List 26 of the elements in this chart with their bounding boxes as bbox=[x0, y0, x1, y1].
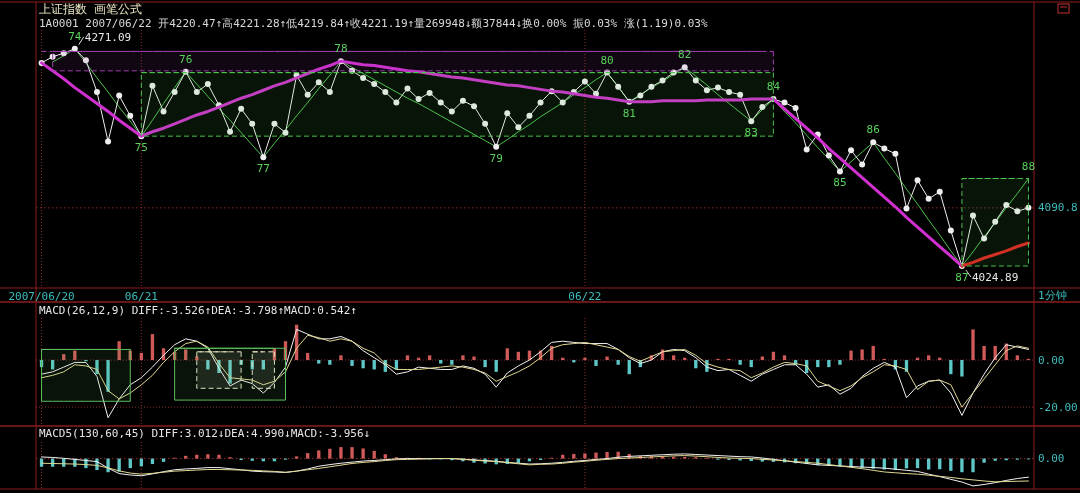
annotation: 84 bbox=[766, 80, 781, 94]
data-label: 4024.89 bbox=[971, 271, 1019, 285]
annotation: 87 bbox=[955, 271, 969, 285]
annotation: 82 bbox=[678, 48, 692, 62]
annotation: 80 bbox=[600, 53, 614, 67]
annotation: 83 bbox=[744, 126, 758, 140]
annotation: 86 bbox=[866, 123, 880, 137]
ref-line-label: 4090.8 bbox=[1038, 201, 1078, 215]
annotation: 79 bbox=[489, 151, 503, 165]
annotation: 81 bbox=[622, 106, 636, 120]
chart-title: MACD5(130,60,45) DIFF:3.012↓DEA:4.990↓MACD:-3.956↓ bbox=[39, 427, 371, 440]
x-tick-label: 06/22 bbox=[568, 289, 602, 303]
y-tick-label: -20.00 bbox=[1038, 400, 1078, 414]
annotation: 76 bbox=[179, 52, 193, 66]
x-tick-label: 06/21 bbox=[124, 289, 158, 303]
chart-title: MACD(26,12,9) DIFF:-3.526↑DEA:-3.798↑MACD:0.542↑ bbox=[39, 304, 357, 317]
text: 1分钟 bbox=[1038, 289, 1067, 302]
x-tick-label: 2007/06/20 bbox=[8, 289, 75, 303]
annotation: 85 bbox=[833, 176, 847, 190]
chart-subtitle: 1A0001 2007/06/22 开4220.47↑高4221.28↑低4219.84↑收4221.19↑量269948↓额37844↓换0.00% 振0.03% 涨(1.19)0.03% bbox=[39, 17, 708, 30]
annotation: 75 bbox=[134, 141, 148, 155]
chart-title: 上证指数 画笔公式 bbox=[39, 2, 143, 16]
annotation: 74 bbox=[68, 29, 82, 43]
data-label: 4271.09 bbox=[84, 30, 132, 44]
annotation: 88 bbox=[1021, 159, 1036, 173]
annotation: 77 bbox=[256, 162, 270, 176]
